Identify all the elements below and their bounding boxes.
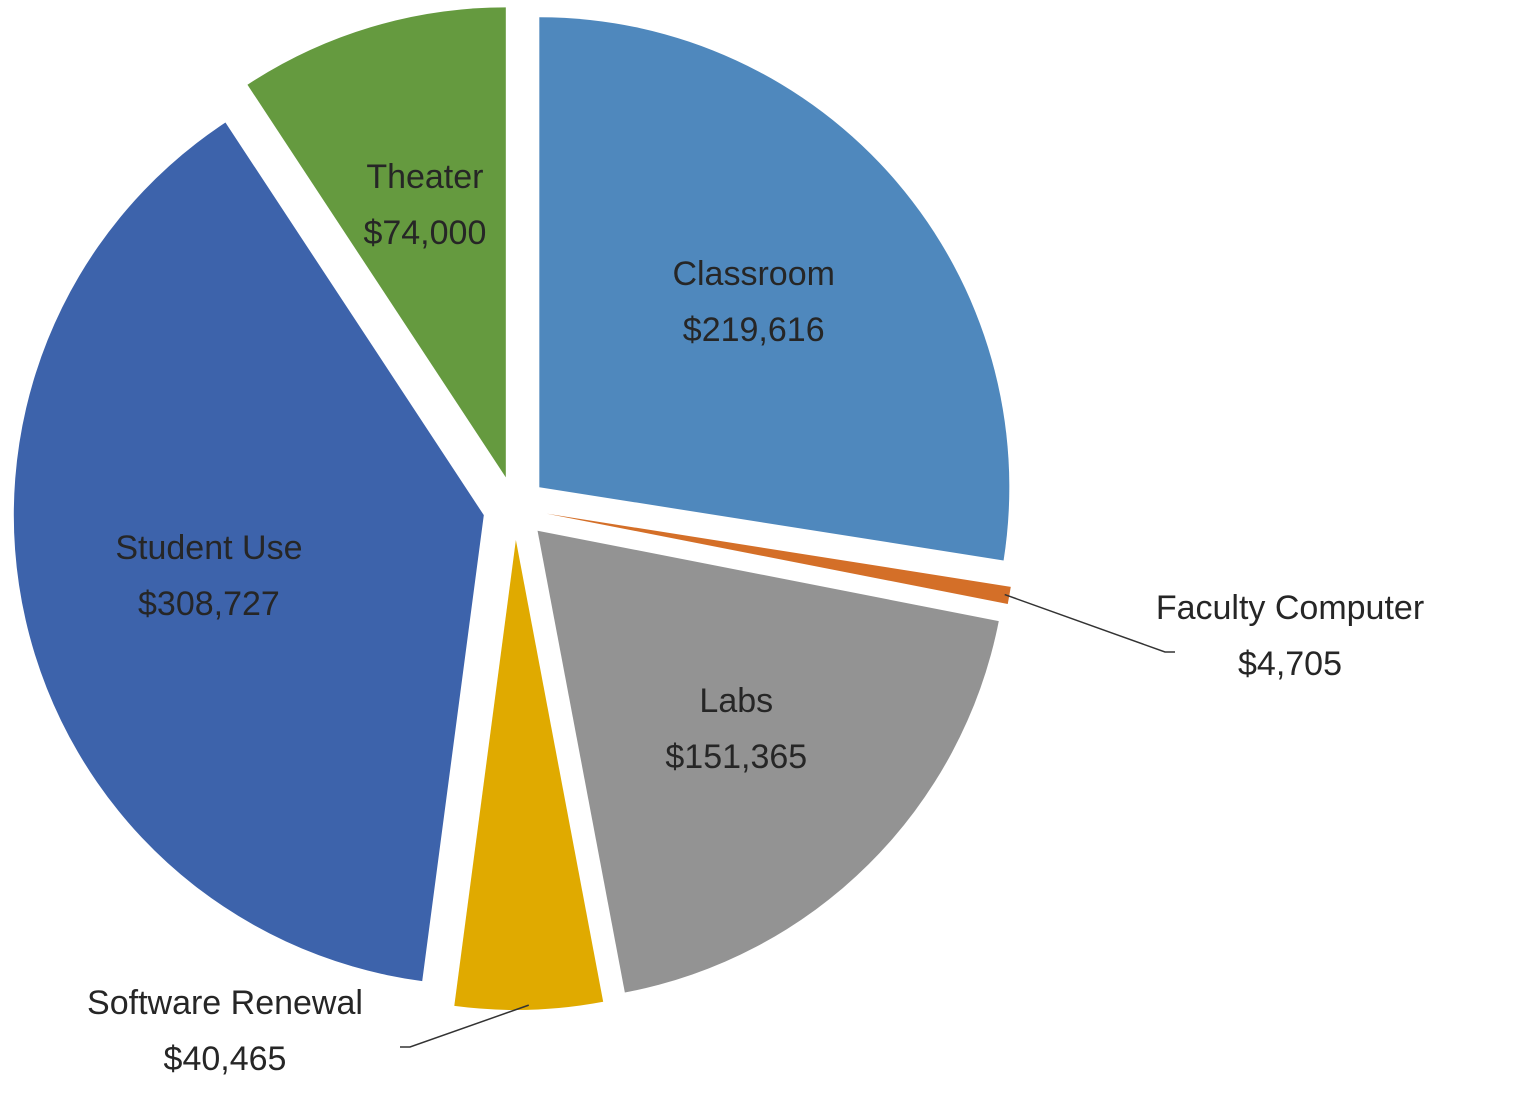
pie-slice <box>539 17 1010 561</box>
slice-value-label: $219,616 <box>683 311 825 349</box>
pie-slice <box>13 122 484 982</box>
slice-label: Classroom <box>672 255 834 293</box>
pie-slice <box>454 539 604 1010</box>
leader-line <box>1004 593 1175 653</box>
slice-value-label: $40,465 <box>164 1040 287 1078</box>
slice-value-label: $151,365 <box>665 738 807 776</box>
slice-value-label: $4,705 <box>1238 645 1342 683</box>
pie-slice <box>537 530 999 993</box>
slice-value-label: $74,000 <box>363 214 486 252</box>
pie-slice <box>247 7 506 478</box>
pie-slice <box>546 513 1011 604</box>
slice-value-label: $308,727 <box>138 585 280 623</box>
slice-label: Student Use <box>115 529 302 567</box>
leader-line <box>400 1004 530 1048</box>
slice-label: Theater <box>366 158 483 196</box>
slice-label: Faculty Computer <box>1156 589 1424 627</box>
slice-label: Labs <box>699 682 773 720</box>
slice-label: Software Renewal <box>87 984 363 1022</box>
